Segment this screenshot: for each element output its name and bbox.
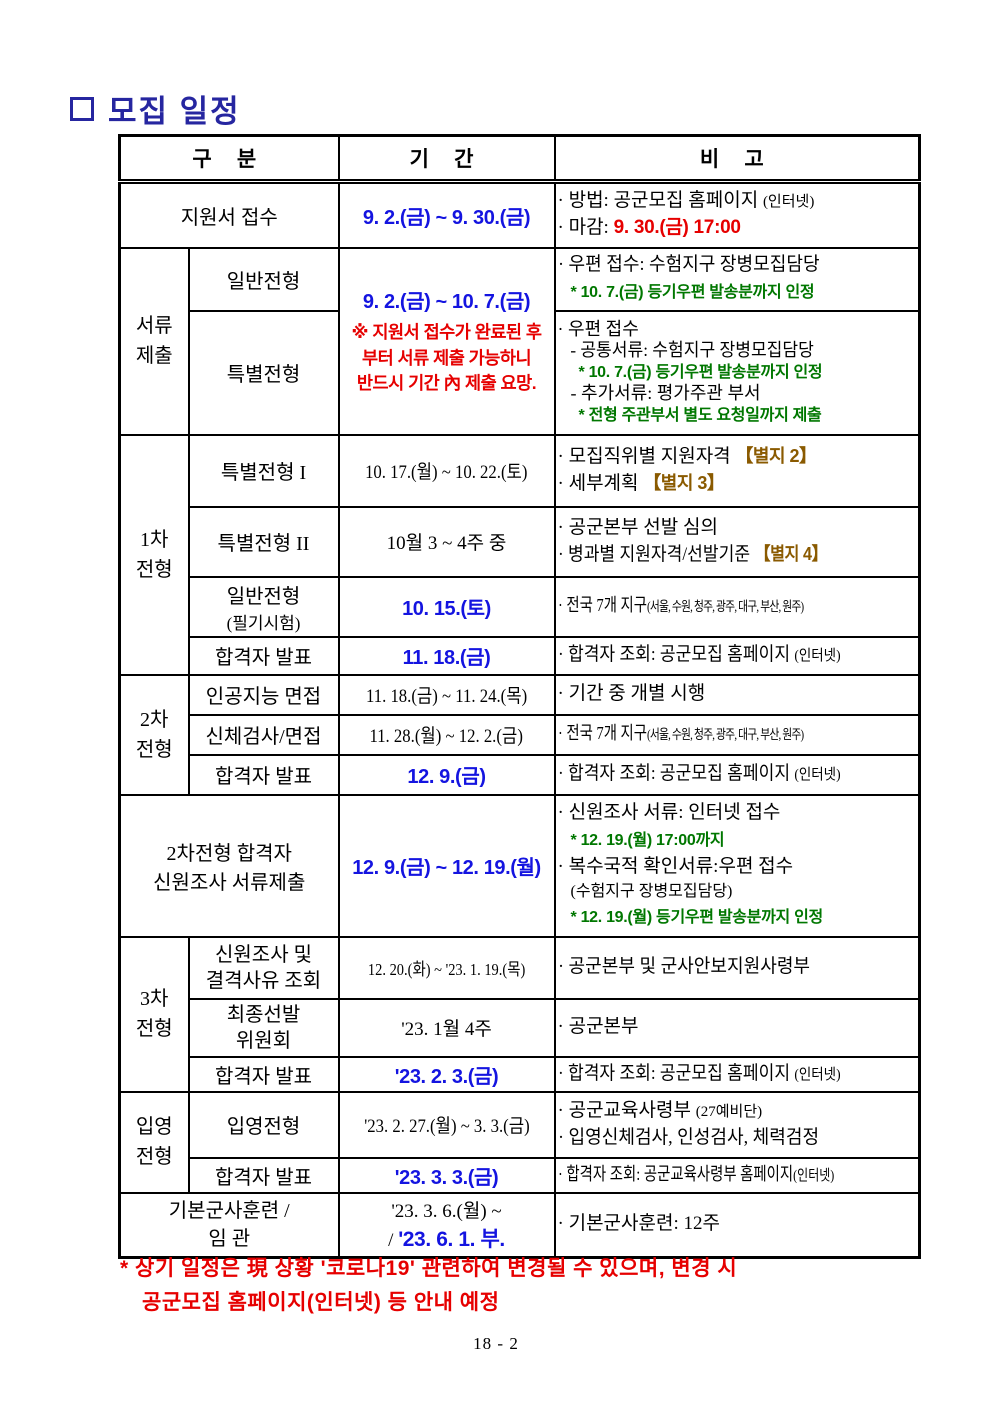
row-enlist-screen: 입영 전형 입영전형 '23. 2. 27.(월) ~ 3. 3.(금) · 공… xyxy=(118,1090,921,1194)
row-training: 기본군사훈련 / 임 관 '23. 3. 6.(월) ~ / '23. 6. 1… xyxy=(118,1191,921,1259)
cell-bg-note: · 신원조사 서류: 인터넷 접수 * 12. 19.(월) 17:00까지 ·… xyxy=(553,793,921,938)
cell-training-label: 기본군사훈련 / 임 관 xyxy=(118,1191,340,1259)
row-r1-general: 일반전형 (필기시험) 10. 15.(토) · 전국 7개 지구(서울, 수원… xyxy=(120,575,921,638)
cell-r2-exam-note: · 전국 7개 지구(서울, 수원, 청주, 광주, 대구, 부산, 원주) xyxy=(553,713,921,756)
header-period: 기 간 xyxy=(337,134,556,184)
cell-r1-special2-label: 특별전형 II xyxy=(187,505,340,578)
cell-r2-result-period: 12. 9.(금) xyxy=(337,753,556,796)
header-note: 비 고 xyxy=(553,134,921,184)
header-category: 구 분 xyxy=(118,134,340,184)
cell-docs-period: 9. 2.(금) ~ 10. 7.(금) ※ 지원서 접수가 완료된 후 부터 … xyxy=(337,246,556,436)
cell-r1-special1-note: · 모집직위별 지원자격 【별지 2】 · 세부계획 【별지 3】 xyxy=(553,433,921,508)
cell-apply-note: · 방법: 공군모집 홈페이지 (인터넷) · 마감: 9. 30.(금) 17… xyxy=(553,180,921,249)
cell-r2-ai-period: 11. 18.(금) ~ 11. 24.(목) xyxy=(337,673,556,716)
cell-r2-ai-note: · 기간 중 개별 시행 xyxy=(553,673,921,716)
cell-r2-ai-label: 인공지능 면접 xyxy=(187,673,340,716)
cell-training-period: '23. 3. 6.(월) ~ / '23. 6. 1. 부. xyxy=(337,1191,556,1259)
cell-r3-committee-label: 최종선발 위원회 xyxy=(187,997,340,1058)
cell-bg-label: 2차전형 합격자 신원조사 서류제출 xyxy=(118,793,340,938)
cell-enlist-screen-period: '23. 2. 27.(월) ~ 3. 3.(금) xyxy=(337,1090,556,1159)
row-background-check: 2차전형 합격자 신원조사 서류제출 12. 9.(금) ~ 12. 19.(월… xyxy=(118,793,921,938)
row-r2-ai: 2차 전형 인공지능 면접 11. 18.(금) ~ 11. 24.(목) · … xyxy=(118,673,921,796)
cell-enlist-result-note: · 합격자 조회: 공군교육사령부 홈페이지(인터넷) xyxy=(553,1156,921,1194)
cell-r3-result-period: '23. 2. 3.(금) xyxy=(337,1055,556,1093)
cell-r3-check-period: 12. 20.(화) ~ '23. 1. 19.(목) xyxy=(337,935,556,1000)
cell-r1-general-note: · 전국 7개 지구(서울, 수원, 청주, 광주, 대구, 부산, 원주) xyxy=(553,575,921,638)
cell-r1-special1-period: 10. 17.(월) ~ 10. 22.(토) xyxy=(337,433,556,508)
cell-r3-check-note: · 공군본부 및 군사안보지원사령부 xyxy=(553,935,921,1000)
row-enlist-result: 합격자 발표 '23. 3. 3.(금) · 합격자 조회: 공군교육사령부 홈… xyxy=(120,1156,921,1194)
row-r1-special2: 특별전형 II 10월 3 ~ 4주 중 · 공군본부 선발 심의 · 병과별 … xyxy=(120,505,921,578)
cell-r1-result-label: 합격자 발표 xyxy=(187,635,340,676)
row-docs-special: 특별전형 · 우편 접수 - 공통서류: 수험지구 장병모집담당 * 10. 7… xyxy=(120,309,921,436)
cell-r2-exam-period: 11. 28.(월) ~ 12. 2.(금) xyxy=(337,713,556,756)
cell-r3-check-label: 신원조사 및 결격사유 조회 xyxy=(187,935,340,1000)
cell-training-note: · 기본군사훈련: 12주 xyxy=(553,1191,921,1259)
cell-docs-special-note: · 우편 접수 - 공통서류: 수험지구 장병모집담당 * 10. 7.(금) … xyxy=(553,309,921,436)
page-title-text: 모집 일정 xyxy=(108,94,241,129)
cell-r1-general-label: 일반전형 (필기시험) xyxy=(187,575,340,638)
cell-r1-result-period: 11. 18.(금) xyxy=(337,635,556,676)
cell-r3-result-note: · 합격자 조회: 공군모집 홈페이지 (인터넷) xyxy=(553,1055,921,1093)
covid-disclaimer: * 상기 일정은 現 상황 '코로나19' 관련하여 변경될 수 있으며, 변경… xyxy=(120,1257,738,1315)
cell-docs-general-note: · 우편 접수: 수험지구 장병모집담당 * 10. 7.(금) 등기우편 발송… xyxy=(553,246,921,312)
row-r1-result: 합격자 발표 11. 18.(금) · 합격자 조회: 공군모집 홈페이지 (인… xyxy=(120,635,921,676)
table-header-row: 구 분 기 간 비 고 xyxy=(118,134,921,184)
cell-apply-period: 9. 2.(금) ~ 9. 30.(금) xyxy=(337,180,556,249)
cell-r1-special1-label: 특별전형 I xyxy=(187,433,340,508)
cell-docs-group: 서류 제출 xyxy=(118,246,190,436)
cell-enlist-group: 입영 전형 xyxy=(118,1090,190,1194)
cell-apply-label: 지원서 접수 xyxy=(118,180,340,249)
cell-docs-general-label: 일반전형 xyxy=(187,246,340,312)
row-docs-general: 서류 제출 일반전형 9. 2.(금) ~ 10. 7.(금) ※ 지원서 접수… xyxy=(118,246,921,436)
row-r2-exam: 신체검사/면접 11. 28.(월) ~ 12. 2.(금) · 전국 7개 지… xyxy=(120,713,921,756)
row-r1-special1: 1차 전형 특별전형 I 10. 17.(월) ~ 10. 22.(토) · 모… xyxy=(118,433,921,676)
cell-enlist-screen-note: · 공군교육사령부 (27예비단) · 입영신체검사, 인성검사, 체력검정 xyxy=(553,1090,921,1159)
row-r3-check: 3차 전형 신원조사 및 결격사유 조회 12. 20.(화) ~ '23. 1… xyxy=(118,935,921,1093)
cell-r3-group: 3차 전형 xyxy=(118,935,190,1093)
cell-r1-group: 1차 전형 xyxy=(118,433,190,676)
cell-r1-special2-note: · 공군본부 선발 심의 · 병과별 지원자격/선발기준 【별지 4】 xyxy=(553,505,921,578)
cell-bg-period: 12. 9.(금) ~ 12. 19.(월) xyxy=(337,793,556,938)
cell-r1-result-note: · 합격자 조회: 공군모집 홈페이지 (인터넷) xyxy=(553,635,921,676)
page-number: 18 - 2 xyxy=(473,1334,519,1353)
cell-r3-committee-note: · 공군본부 xyxy=(553,997,921,1058)
square-bullet-icon xyxy=(70,96,94,121)
row-apply: 지원서 접수 9. 2.(금) ~ 9. 30.(금) · 방법: 공군모집 홈… xyxy=(118,180,921,249)
row-r3-result: 합격자 발표 '23. 2. 3.(금) · 합격자 조회: 공군모집 홈페이지… xyxy=(120,1055,921,1093)
cell-enlist-screen-label: 입영전형 xyxy=(187,1090,340,1159)
row-r3-committee: 최종선발 위원회 '23. 1월 4주 · 공군본부 xyxy=(120,997,921,1058)
cell-enlist-result-period: '23. 3. 3.(금) xyxy=(337,1156,556,1194)
cell-r1-special2-period: 10월 3 ~ 4주 중 xyxy=(337,505,556,578)
page-title: 모집 일정 xyxy=(70,86,241,131)
cell-r3-committee-period: '23. 1월 4주 xyxy=(337,997,556,1058)
cell-r1-general-period: 10. 15.(토) xyxy=(337,575,556,638)
cell-r2-result-note: · 합격자 조회: 공군모집 홈페이지 (인터넷) xyxy=(553,753,921,796)
row-r2-result: 합격자 발표 12. 9.(금) · 합격자 조회: 공군모집 홈페이지 (인터… xyxy=(120,753,921,796)
cell-enlist-result-label: 합격자 발표 xyxy=(187,1156,340,1194)
cell-r2-result-label: 합격자 발표 xyxy=(187,753,340,796)
cell-r2-group: 2차 전형 xyxy=(118,673,190,796)
docs-period-warning: ※ 지원서 접수가 완료된 후 부터 서류 제출 가능하니 반드시 기간 內 제… xyxy=(351,322,542,394)
schedule-table: 구 분 기 간 비 고 지원서 접수 9. 2.(금) ~ 9. 30.(금) … xyxy=(118,134,922,1259)
cell-docs-special-label: 특별전형 xyxy=(187,309,340,436)
cell-r3-result-label: 합격자 발표 xyxy=(187,1055,340,1093)
cell-r2-exam-label: 신체검사/면접 xyxy=(187,713,340,756)
